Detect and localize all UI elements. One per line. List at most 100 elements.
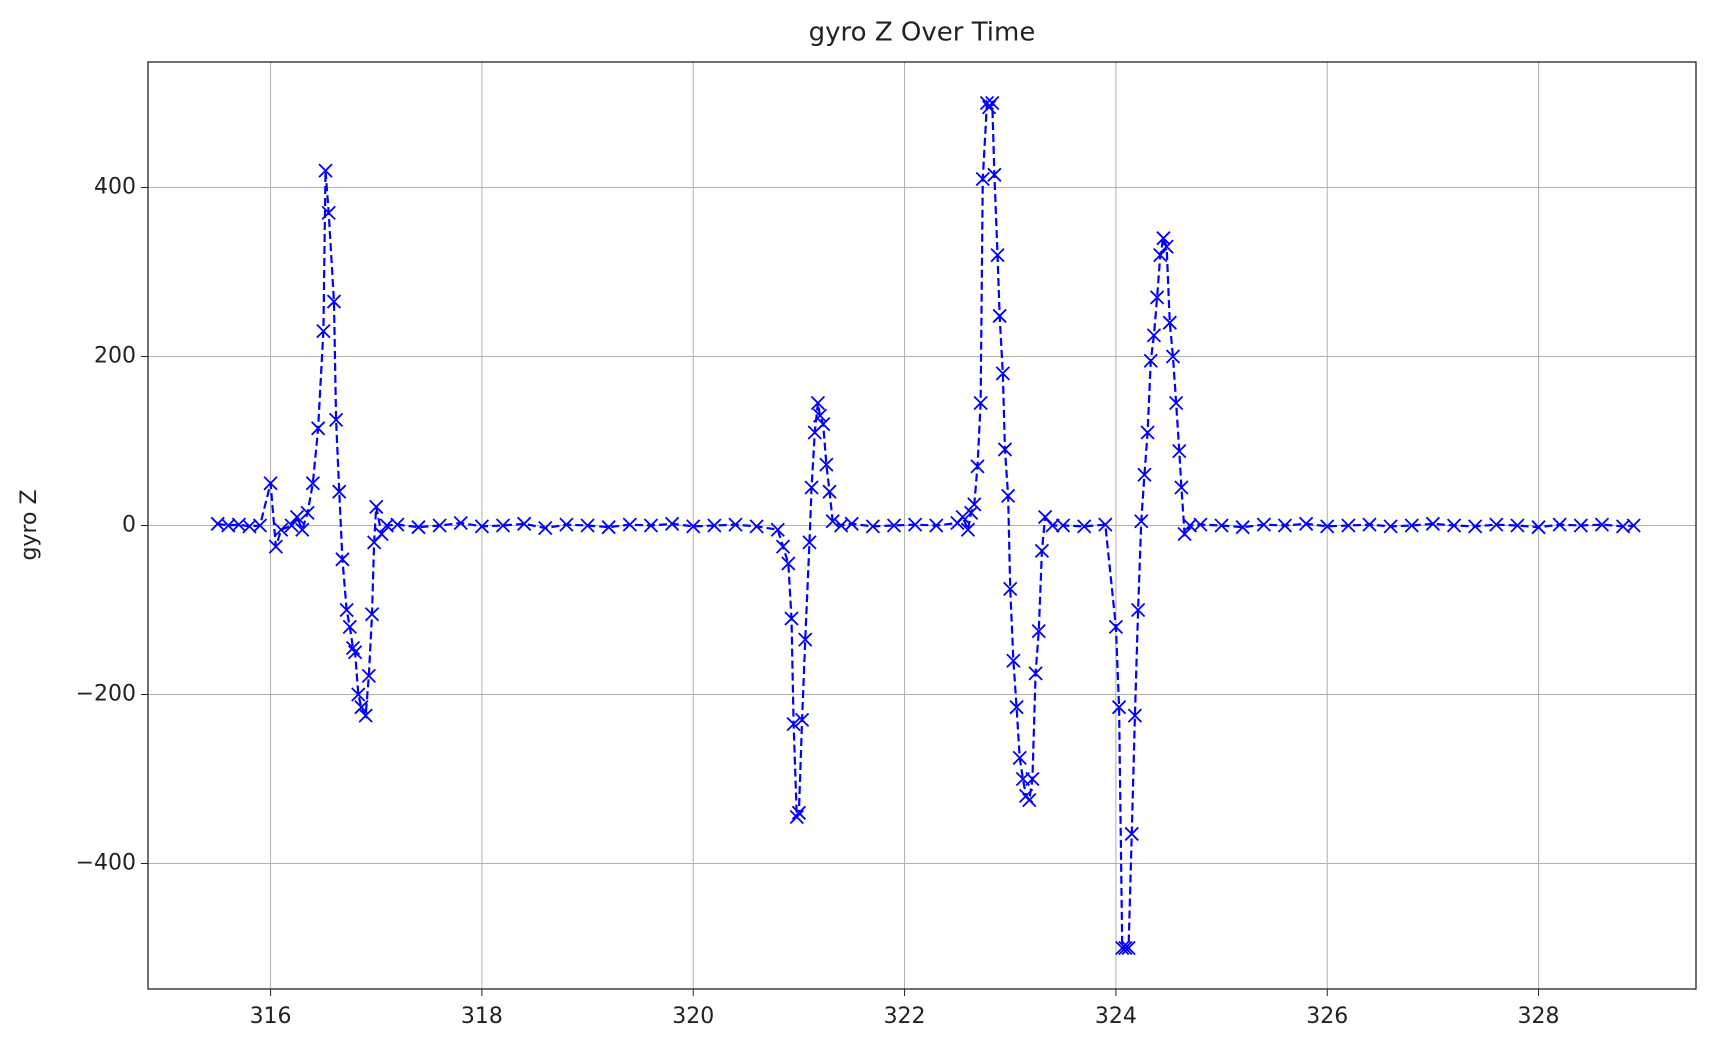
data-marker: [1153, 247, 1168, 263]
data-marker: [784, 611, 799, 626]
data-marker: [816, 416, 831, 432]
data-marker: [1425, 516, 1441, 531]
data-marker: [305, 476, 320, 491]
x-tick-label: 320: [672, 1004, 714, 1029]
data-marker: [1159, 239, 1174, 254]
data-marker: [992, 308, 1007, 324]
data-marker: [822, 484, 837, 499]
data-marker: [263, 476, 278, 491]
data-marker: [1193, 517, 1208, 532]
data-marker: [1009, 700, 1024, 715]
data-marker: [1045, 518, 1060, 533]
data-marker: [987, 167, 1002, 182]
chart-title: gyro Z Over Time: [809, 18, 1036, 48]
x-tick-label: 316: [250, 1004, 292, 1029]
data-marker: [559, 517, 574, 532]
y-tick-label: −400: [76, 851, 136, 876]
data-marker: [1121, 940, 1136, 956]
data-marker: [316, 324, 331, 339]
data-marker: [1006, 653, 1021, 668]
data-marker: [1130, 602, 1146, 618]
data-marker: [1489, 517, 1504, 532]
data-marker: [707, 518, 722, 533]
data-marker: [1118, 940, 1133, 956]
data-marker: [1111, 700, 1127, 715]
data-marker: [781, 556, 796, 571]
data-marker: [1143, 353, 1158, 368]
data-marker: [289, 509, 305, 525]
data-marker: [1127, 708, 1143, 723]
data-marker: [361, 668, 376, 684]
data-marker: [318, 163, 333, 178]
data-marker: [274, 522, 289, 537]
data-marker: [347, 645, 363, 660]
data-marker: [1000, 488, 1016, 504]
data-marker: [601, 520, 616, 535]
data-marker: [1162, 315, 1177, 330]
data-marker: [1404, 518, 1419, 533]
data-marker: [310, 421, 326, 436]
data-marker: [1156, 231, 1171, 246]
data-marker: [1277, 518, 1293, 533]
plot-frame: [147, 61, 1697, 990]
data-marker: [1077, 519, 1092, 534]
y-tick-label: 0: [122, 513, 136, 538]
data-marker: [973, 395, 988, 411]
data-marker: [1298, 516, 1314, 531]
data-marker: [1124, 826, 1139, 842]
data-marker: [345, 640, 361, 656]
y-tick-label: 400: [94, 174, 136, 199]
data-marker: [335, 552, 350, 567]
data-marker: [1214, 518, 1229, 533]
data-marker: [664, 516, 680, 531]
data-marker: [300, 505, 315, 520]
data-marker: [812, 408, 828, 423]
data-marker: [1468, 519, 1483, 534]
data-marker: [284, 518, 299, 533]
data-marker: [960, 522, 976, 537]
data-marker: [1149, 290, 1165, 305]
data-marker: [970, 459, 985, 474]
data-marker: [819, 457, 834, 472]
data-marker: [1362, 517, 1377, 532]
data-marker: [1108, 619, 1124, 635]
data-marker: [411, 520, 426, 535]
x-tick-label: 322: [884, 1004, 926, 1029]
data-marker: [321, 205, 336, 220]
data-marker: [474, 519, 490, 534]
data-marker: [453, 515, 468, 531]
data-marker: [1531, 520, 1546, 535]
data-marker: [1446, 518, 1462, 533]
x-tick-label: 326: [1306, 1004, 1348, 1029]
data-marker: [995, 366, 1010, 381]
data-marker: [339, 602, 354, 618]
data-marker: [810, 395, 826, 411]
data-marker: [1031, 623, 1046, 639]
y-tick-label: 200: [94, 343, 136, 368]
data-marker: [268, 539, 283, 554]
data-marker: [775, 539, 791, 554]
data-marker: [364, 607, 380, 622]
data-marker: [495, 518, 511, 533]
data-marker: [794, 712, 810, 727]
data-marker: [1174, 480, 1189, 495]
data-marker: [1510, 518, 1525, 533]
data-marker: [1594, 517, 1610, 532]
data-marker: [390, 517, 405, 532]
data-marker: [252, 518, 268, 533]
data-marker: [358, 708, 373, 723]
x-tick-label: 328: [1518, 1004, 1560, 1029]
data-marker: [1165, 349, 1181, 364]
y-tick-label: −200: [76, 682, 136, 707]
data-marker: [770, 522, 785, 537]
data-marker: [997, 442, 1013, 457]
data-marker: [1256, 517, 1271, 532]
data-marker: [907, 517, 923, 532]
data-marker: [351, 687, 366, 702]
data-marker: [1003, 581, 1018, 597]
data-marker: [1383, 519, 1398, 534]
data-marker: [1552, 517, 1567, 532]
